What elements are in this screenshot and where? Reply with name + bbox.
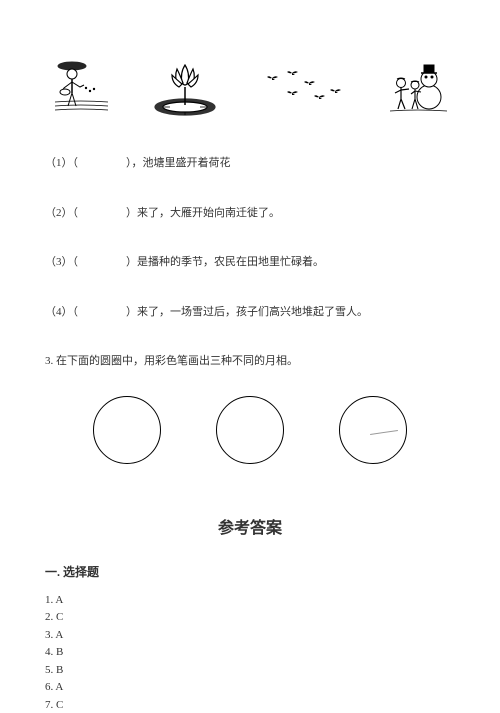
moon-circle-2 — [216, 396, 284, 464]
answers-title: 参考答案 — [45, 514, 455, 538]
answers-list: 1. A 2. C 3. A 4. B 5. B 6. A 7. C — [45, 592, 455, 713]
q2-close: ）来了， — [126, 207, 170, 219]
q2-number: （2）（ — [45, 207, 78, 219]
answer-item: 3. A — [45, 627, 455, 644]
flying-geese-icon — [257, 63, 347, 113]
q3-close: ）是播种的季节， — [126, 256, 214, 268]
farmer-sowing-icon — [50, 58, 112, 118]
q3-text: 农民在田地里忙碌着。 — [214, 256, 324, 268]
section-3-instruction: 3. 在下面的圆圈中，用彩色笔画出三种不同的月相。 — [45, 353, 455, 371]
answer-item: 2. C — [45, 609, 455, 626]
q4-text: 一场雪过后，孩子们高兴地堆起了雪人。 — [170, 306, 368, 318]
q1-number: （1）（ — [45, 157, 78, 169]
answer-item: 4. B — [45, 644, 455, 661]
children-snowman-icon — [385, 57, 450, 119]
q1-close: ）， — [126, 157, 143, 169]
question-2: （2）（ ）来了，大雁开始向南迁徙了。 — [45, 205, 455, 223]
illustrations-row — [45, 55, 455, 120]
question-4: （4）（ ）来了，一场雪过后，孩子们高兴地堆起了雪人。 — [45, 304, 455, 322]
answer-item: 5. B — [45, 662, 455, 679]
q4-close: ）来了， — [126, 306, 170, 318]
q2-text: 大雁开始向南迁徙了。 — [170, 207, 280, 219]
question-1: （1）（ ），池塘里盛开着荷花 — [45, 155, 455, 173]
q1-text: 池塘里盛开着荷花 — [143, 157, 231, 169]
question-3: （3）（ ）是播种的季节，农民在田地里忙碌着。 — [45, 254, 455, 272]
lotus-flower-icon — [150, 55, 220, 120]
answers-section-header: 一. 选择题 — [45, 563, 455, 580]
moon-circle-1 — [93, 396, 161, 464]
answer-item: 6. A — [45, 679, 455, 696]
scratch-mark — [370, 430, 398, 435]
moon-circle-3 — [339, 396, 407, 464]
q4-number: （4）（ — [45, 306, 78, 318]
answer-item: 1. A — [45, 592, 455, 609]
q3-number: （3）（ — [45, 256, 78, 268]
answer-item: 7. C — [45, 697, 455, 713]
moon-circles-row — [45, 396, 455, 464]
